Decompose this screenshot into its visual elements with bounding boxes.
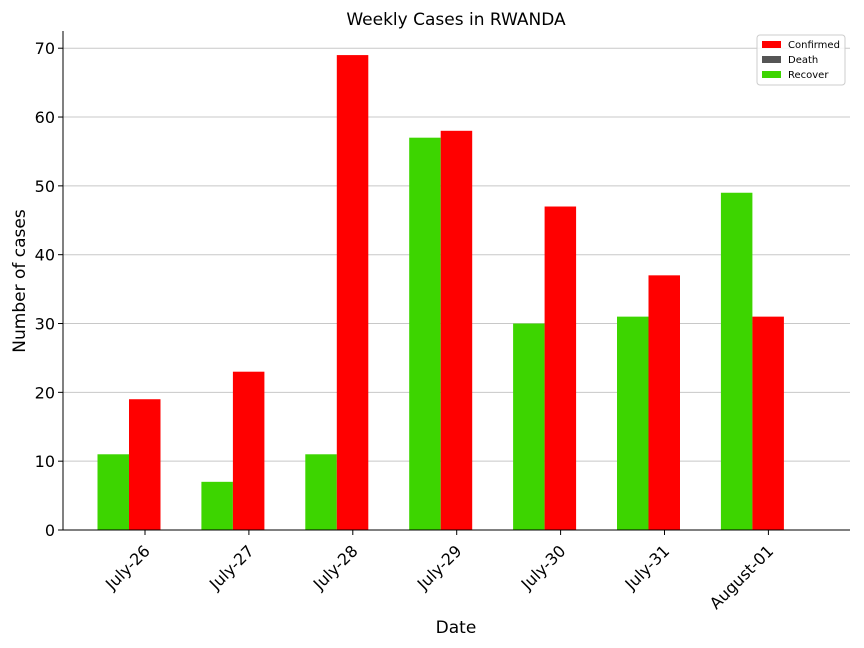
y-tick-label: 30 (35, 315, 55, 334)
bar-confirmed (544, 206, 577, 530)
bar-confirmed (129, 399, 161, 530)
x-axis-ticks: July-26 July-27 July-28 July-29 July-30 July-… (101, 530, 777, 613)
bar-confirmed (648, 275, 680, 530)
y-tick-label: 50 (35, 177, 55, 196)
legend-label: Confirmed (788, 40, 840, 51)
y-tick-label: 70 (35, 39, 55, 58)
x-tick-label: August-01 (706, 541, 778, 613)
bar-recover (409, 137, 441, 531)
bar-recover (201, 481, 233, 530)
bar-recover (617, 316, 649, 530)
y-tick-label: 10 (35, 452, 55, 471)
x-tick-label: July-26 (101, 541, 154, 594)
bar-confirmed (752, 316, 784, 530)
x-tick-label: July-31 (621, 541, 674, 594)
bars (97, 55, 784, 531)
y-axis-ticks: 0 10 20 30 40 50 60 70 (35, 39, 63, 540)
legend-swatch (762, 41, 781, 48)
x-tick-label: July-30 (517, 541, 570, 594)
legend-label: Death (788, 55, 818, 66)
legend-swatch (762, 56, 781, 63)
x-tick-label: July-27 (205, 541, 258, 594)
bar-confirmed (336, 55, 369, 530)
y-tick-label: 40 (35, 246, 55, 265)
legend-label: Recover (788, 70, 829, 81)
legend-swatch (762, 71, 781, 78)
bar-confirmed (440, 130, 473, 531)
x-tick-label: July-28 (309, 541, 362, 594)
y-tick-label: 20 (35, 383, 55, 402)
bar-confirmed (232, 371, 265, 530)
bar-recover (97, 454, 129, 530)
y-axis-label: Number of cases (10, 209, 30, 353)
y-tick-label: 60 (35, 108, 55, 127)
bar-recover (305, 454, 337, 530)
y-tick-label: 0 (45, 521, 55, 540)
bar-recover (513, 323, 545, 530)
x-axis-label: Date (436, 618, 477, 638)
x-tick-label: July-29 (413, 541, 466, 594)
legend: Confirmed Death Recover (756, 34, 846, 86)
bar-recover (720, 192, 753, 531)
chart-title: Weekly Cases in RWANDA (346, 10, 566, 30)
